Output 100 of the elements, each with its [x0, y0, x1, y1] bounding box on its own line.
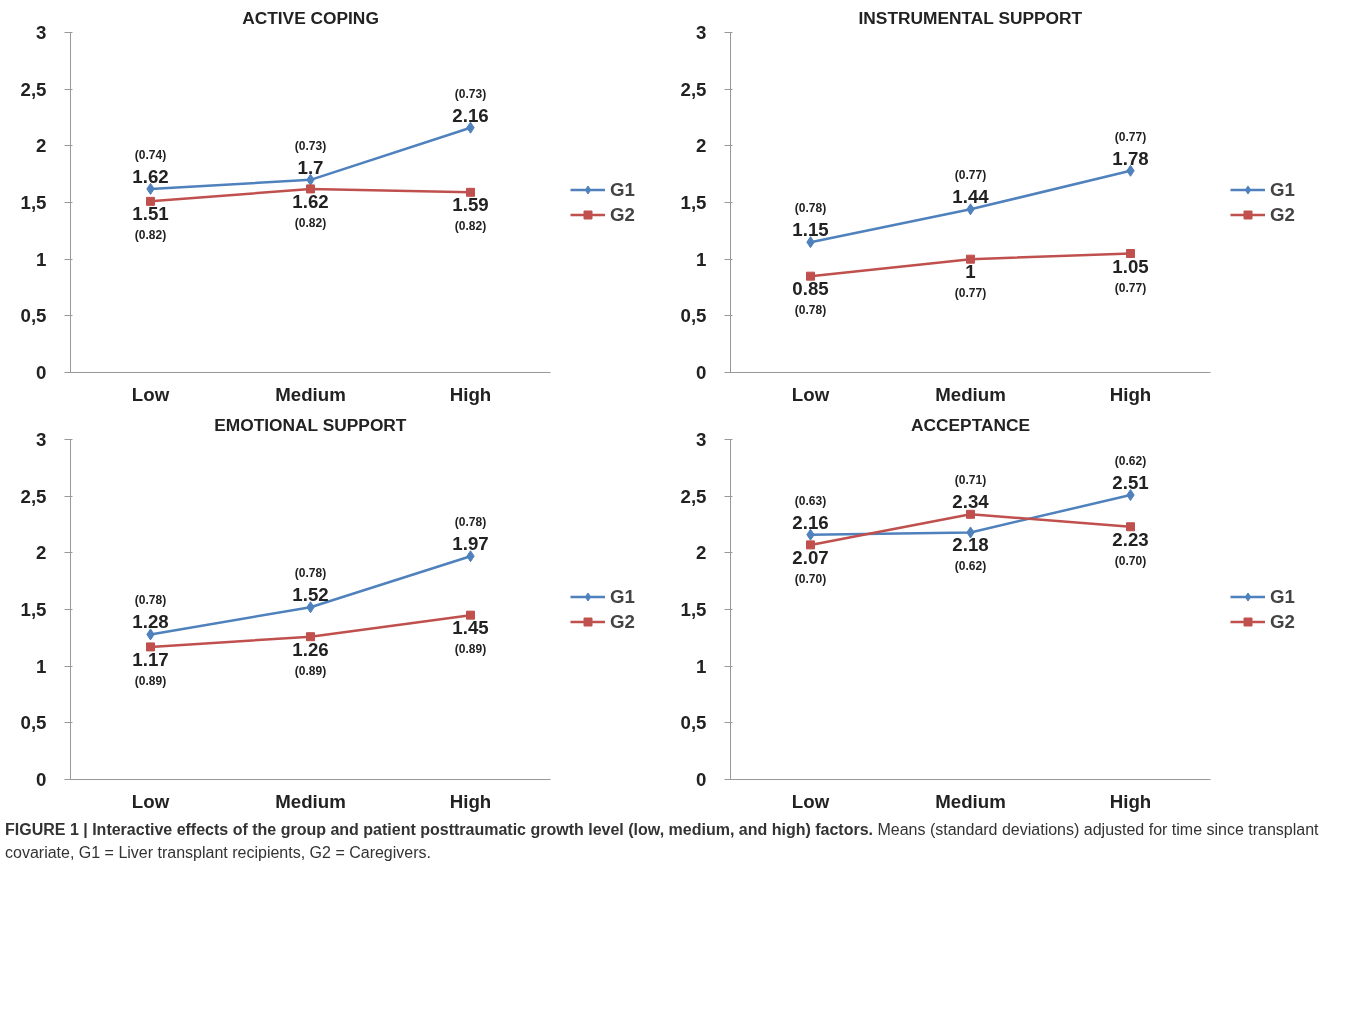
point: [466, 187, 475, 197]
chart-title: ACCEPTANCE: [910, 414, 1031, 435]
data-label: 2.16: [792, 511, 829, 533]
annotation: (0.78): [294, 566, 327, 581]
annotation: (0.78): [794, 303, 827, 318]
legend-label: G2: [1270, 610, 1295, 633]
legend-label: G2: [610, 203, 635, 226]
data-label: 1.26: [292, 638, 329, 660]
annotation: (0.89): [134, 673, 167, 688]
point: [1126, 249, 1135, 258]
data-label: 2.07: [792, 546, 829, 568]
y-tick-label: 0: [36, 362, 47, 383]
data-label: 1.78: [1112, 147, 1149, 169]
data-label: 1.45: [452, 617, 489, 639]
data-label: 0.85: [792, 278, 829, 300]
annotation: (0.82): [454, 219, 487, 234]
y-tick-label: 1: [36, 248, 47, 270]
point: [466, 610, 475, 620]
y-tick-label: 0,5: [20, 712, 47, 734]
x-tick-label: High: [449, 790, 492, 812]
x-tick-label: High: [1109, 790, 1152, 812]
annotation: (0.62): [954, 559, 987, 574]
x-tick-label: Low: [791, 383, 830, 405]
y-tick-label: 2,5: [20, 485, 47, 507]
y-tick-label: 1: [696, 655, 707, 677]
chart-title: INSTRUMENTAL SUPPORT: [858, 7, 1083, 28]
point: [1126, 522, 1135, 532]
point: [966, 509, 975, 519]
annotation: (0.82): [134, 228, 167, 243]
data-label: 2.34: [952, 491, 990, 513]
data-label: 1.7: [297, 156, 324, 178]
data-label: 1.52: [292, 584, 329, 606]
chart-title: EMOTIONAL SUPPORT: [214, 414, 407, 435]
data-label: 1.05: [1112, 255, 1149, 277]
annotation: (0.82): [294, 215, 327, 230]
annotation: (0.78): [794, 201, 827, 216]
y-tick-label: 1: [36, 655, 47, 677]
data-label: 1.97: [452, 533, 489, 555]
x-tick-label: Medium: [935, 383, 1006, 405]
data-label: 2.18: [952, 534, 989, 556]
point: [306, 632, 315, 642]
y-tick-label: 2: [696, 135, 707, 157]
annotation: (0.89): [294, 663, 327, 678]
y-tick-label: 0: [696, 362, 707, 383]
x-tick-label: Medium: [935, 790, 1006, 812]
legend-label: G1: [1270, 585, 1295, 608]
annotation: (0.78): [134, 593, 167, 608]
annotation: (0.71): [954, 473, 987, 488]
caption: FIGURE 1 | Interactive effects of the group and patient posttraumatic growth level (low, medium, and high) factors.: [5, 821, 873, 838]
x-tick-label: High: [1109, 383, 1152, 405]
annotation: (0.77): [954, 168, 987, 183]
legend-label: G2: [1270, 203, 1295, 226]
point: [806, 271, 815, 281]
data-label: 1.62: [132, 165, 169, 187]
point: [146, 642, 155, 652]
y-tick-label: 1,5: [680, 599, 707, 620]
x-tick-label: Medium: [275, 383, 346, 405]
annotation: (0.77): [1114, 280, 1147, 295]
y-tick-label: 2,5: [680, 485, 707, 507]
y-tick-label: 1,5: [20, 192, 47, 213]
data-label: 1: [965, 261, 976, 283]
y-tick-label: 3: [36, 429, 47, 450]
y-tick-label: 1,5: [20, 599, 47, 620]
y-tick-label: 0: [696, 769, 707, 790]
y-tick-label: 3: [36, 22, 47, 43]
y-tick-label: 2,5: [20, 78, 47, 100]
y-tick-label: 1: [696, 248, 707, 270]
y-tick-label: 2: [696, 542, 707, 564]
y-tick-label: 2: [36, 542, 47, 564]
data-label: 2.16: [452, 104, 489, 126]
point: [306, 184, 315, 194]
annotation: (0.70): [794, 571, 827, 586]
y-tick-label: 0: [36, 769, 47, 790]
data-label: 1.51: [132, 203, 169, 225]
point: [966, 254, 975, 264]
y-tick-label: 3: [696, 429, 707, 450]
data-label: 1.62: [292, 190, 329, 212]
annotation: (0.73): [294, 138, 327, 153]
legend-label: G1: [1270, 178, 1295, 201]
y-tick-label: 0,5: [680, 712, 707, 734]
chart-title: ACTIVE COPING: [242, 7, 379, 28]
annotation: (0.78): [454, 515, 487, 530]
y-tick-label: 0,5: [20, 305, 47, 327]
legend-label: G1: [610, 585, 635, 608]
data-label: 1.28: [132, 611, 169, 633]
data-label: 2.23: [1112, 528, 1149, 550]
point: [146, 196, 155, 206]
annotation: (0.73): [454, 86, 487, 101]
annotation: (0.77): [954, 286, 987, 301]
x-tick-label: Low: [791, 790, 830, 812]
annotation: (0.74): [134, 147, 167, 162]
x-tick-label: Low: [131, 383, 170, 405]
data-label: 1.17: [132, 648, 169, 670]
data-label: 1.44: [952, 186, 990, 208]
x-tick-label: Medium: [275, 790, 346, 812]
annotation: (0.89): [454, 642, 487, 657]
data-label: 1.15: [792, 219, 829, 241]
legend-label: G1: [610, 178, 635, 201]
x-tick-label: High: [449, 383, 492, 405]
annotation: (0.62): [1114, 454, 1147, 469]
